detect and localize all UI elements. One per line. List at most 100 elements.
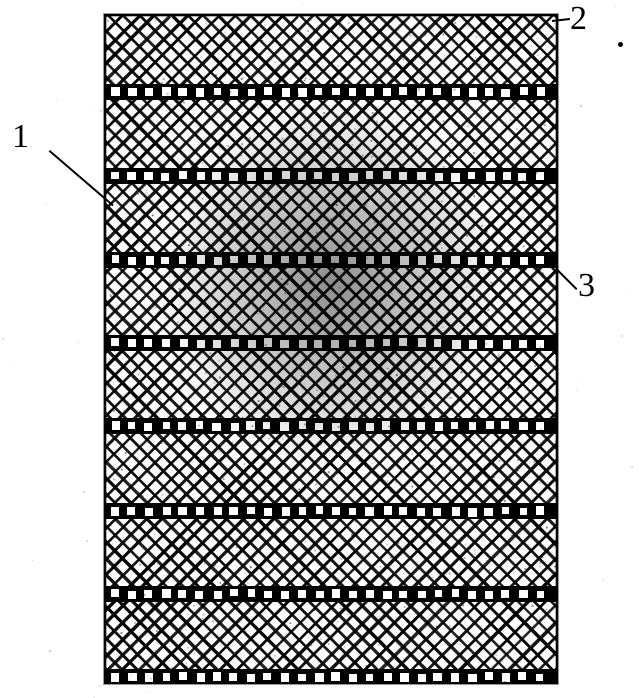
paper-speck [247,124,249,126]
paper-speck [233,12,235,14]
paper-speck [83,491,85,493]
divider-square [162,506,172,516]
divider-square [262,421,271,430]
divider-square [263,337,274,348]
paper-speck [602,579,603,580]
divider-square [161,86,172,97]
divider-square [382,170,392,180]
divider-square [194,590,204,600]
paper-speck [32,560,33,561]
divider-square [127,256,137,266]
divider-square [485,420,495,430]
divider-square [399,672,410,683]
divider-square [331,172,341,182]
divider-square [177,506,187,516]
divider-band [106,252,556,268]
paper-speck [337,612,339,614]
divider-square [177,87,188,98]
divider-square [417,590,427,600]
paper-speck [432,497,434,499]
paper-speck [480,109,481,110]
divider-square [247,88,257,98]
divider-square [127,672,137,682]
divider-square [381,420,391,430]
divider-square [297,673,306,682]
divider-square [330,671,340,681]
divider-square [451,588,461,598]
divider-square [365,338,375,348]
divider-square [467,507,478,518]
divider-square [484,590,494,600]
divider-square [229,588,238,597]
divider-square [398,337,408,347]
divider-square [196,339,206,349]
divider-square [247,588,257,598]
divider-square [417,337,427,347]
paper-speck [311,501,313,503]
divider-square [484,87,494,97]
divider-square [297,255,308,266]
divider-square [143,338,153,348]
divider-square [212,671,222,681]
divider-square [382,338,391,347]
divider-square [451,339,462,350]
paper-speck [147,537,148,538]
paper-speck [56,99,58,101]
divider-band [106,503,556,519]
divider-square [348,673,358,683]
divider-square [211,422,221,432]
paper-speck [530,49,531,50]
divider-square [501,256,511,266]
paper-speck [615,7,617,9]
divider-square [127,590,137,600]
divider-square [263,86,272,95]
divider-square [450,172,461,183]
leader-3 [556,269,577,290]
divider-square [195,420,204,429]
divider-square [297,171,307,181]
paper-speck [316,296,318,298]
divider-square [398,171,408,181]
divider-band [106,669,556,684]
divider-square [110,672,120,682]
divider-square [313,171,322,180]
divider-square [127,87,137,97]
divider-square [331,422,341,432]
divider-square [246,506,256,516]
divider-square [246,673,256,683]
divider-square [195,87,205,97]
paper-speck [149,691,150,692]
divider-square [416,507,426,517]
paper-speck [457,45,458,46]
divider-square [177,589,187,599]
paper-speck [222,626,224,628]
divider-square [298,339,308,349]
divider-square [145,255,156,266]
divider-square [517,172,527,182]
paper-speck [191,170,193,172]
divider-square [348,87,357,96]
divider-square [230,338,240,348]
divider-square [347,256,356,265]
label-3: 3 [578,269,595,303]
divider-square [348,339,358,349]
stray-dot [618,42,623,47]
paper-speck [348,22,350,24]
paper-speck [269,556,270,557]
paper-speck [12,364,13,365]
divider-square [400,421,410,431]
paper-speck [433,313,435,315]
divider-square [434,172,444,182]
divider-square [331,588,341,598]
divider-square [281,170,291,180]
divider-square [229,255,239,265]
divider-square [330,255,339,264]
paper-speck [2,338,4,340]
divider-square [179,338,189,348]
paper-speck [317,564,318,565]
divider-square [416,421,426,431]
divider-square [434,421,444,431]
divider-square [535,505,545,515]
paper-speck [99,685,101,687]
divider-square [195,506,205,516]
